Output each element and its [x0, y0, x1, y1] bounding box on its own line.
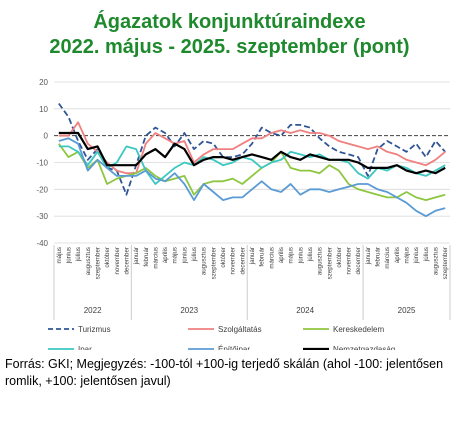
legend-label: Ipar	[78, 345, 92, 350]
x-tick-label: január	[249, 247, 256, 265]
x-tick-label: szeptember	[210, 247, 217, 279]
y-tick-label: 0	[44, 132, 49, 141]
chart-title: Ágazatok konjunktúraindexe 2022. május -…	[0, 10, 459, 60]
series-line-kereskedelem	[58, 143, 446, 202]
x-tick-label: augusztus	[317, 247, 324, 275]
x-tick-label: július	[307, 247, 314, 262]
year-label: 2022	[84, 306, 102, 315]
x-tick-label: január	[133, 247, 140, 265]
x-tick-label: október	[220, 247, 227, 268]
x-tick-label: június	[297, 247, 304, 264]
x-tick-label: május	[404, 247, 411, 264]
legend-label: Nemzetgazdaság	[333, 345, 395, 350]
y-tick-label: 20	[39, 78, 48, 87]
year-label: 2025	[398, 306, 416, 315]
x-tick-label: augusztus	[433, 247, 440, 275]
x-tick-label: december	[123, 247, 130, 275]
x-tick-label: május	[288, 247, 295, 264]
series-line-szolgáltatás	[58, 121, 446, 175]
x-tick-label: október	[336, 247, 343, 268]
x-tick-label: június	[413, 247, 420, 264]
x-tick-label: március	[384, 247, 391, 269]
x-tick-label: május	[56, 247, 63, 264]
series-line-nemzetgazdaság	[58, 131, 446, 175]
x-tick-label: július	[191, 247, 198, 262]
x-tick-label: április	[162, 247, 169, 263]
y-tick-label: 10	[39, 105, 48, 114]
legend-label: Kereskedelem	[333, 325, 384, 334]
x-tick-label: július	[423, 247, 430, 262]
y-tick-label: -30	[36, 212, 48, 221]
x-tick-label: augusztus	[85, 247, 92, 275]
series-line-építőipar	[58, 137, 446, 218]
x-tick-label: február	[375, 247, 382, 267]
x-tick-label: november	[346, 247, 353, 275]
source-footnote: Forrás: GKI; Megjegyzés: -100-tól +100-i…	[5, 357, 444, 388]
x-tick-label: április	[278, 247, 285, 263]
x-tick-label: november	[230, 247, 237, 275]
x-tick-label: szeptember	[94, 247, 101, 279]
chart-title-line1: Ágazatok konjunktúraindexe	[93, 11, 366, 33]
legend-label: Szolgáltatás	[218, 325, 262, 334]
y-tick-label: -20	[36, 185, 48, 194]
year-label: 2024	[296, 306, 314, 315]
series-line-turizmus	[58, 102, 446, 196]
x-tick-label: május	[172, 247, 179, 264]
year-label: 2023	[180, 306, 198, 315]
y-tick-label: -10	[36, 159, 48, 168]
x-tick-label: március	[268, 247, 275, 269]
y-tick-label: -40	[36, 239, 48, 248]
x-tick-label: október	[104, 247, 111, 268]
x-tick-label: november	[114, 247, 121, 275]
x-tick-label: június	[65, 247, 72, 264]
x-tick-label: december	[355, 247, 362, 275]
x-tick-label: február	[259, 247, 266, 267]
x-tick-label: január	[365, 247, 372, 265]
x-tick-label: február	[143, 247, 150, 267]
x-tick-label: március	[152, 247, 159, 269]
legend-label: Turizmus	[78, 325, 111, 334]
x-tick-label: június	[181, 247, 188, 264]
x-tick-label: augusztus	[201, 247, 208, 275]
x-tick-label: április	[394, 247, 401, 263]
x-tick-label: július	[75, 247, 82, 262]
legend-label: Építőipar	[218, 345, 250, 350]
x-tick-label: szeptember	[326, 247, 333, 279]
x-tick-label: szeptember	[442, 247, 449, 279]
chart-title-line2: 2022. május - 2025. szeptember (pont)	[49, 36, 410, 58]
x-tick-label: december	[239, 247, 246, 275]
